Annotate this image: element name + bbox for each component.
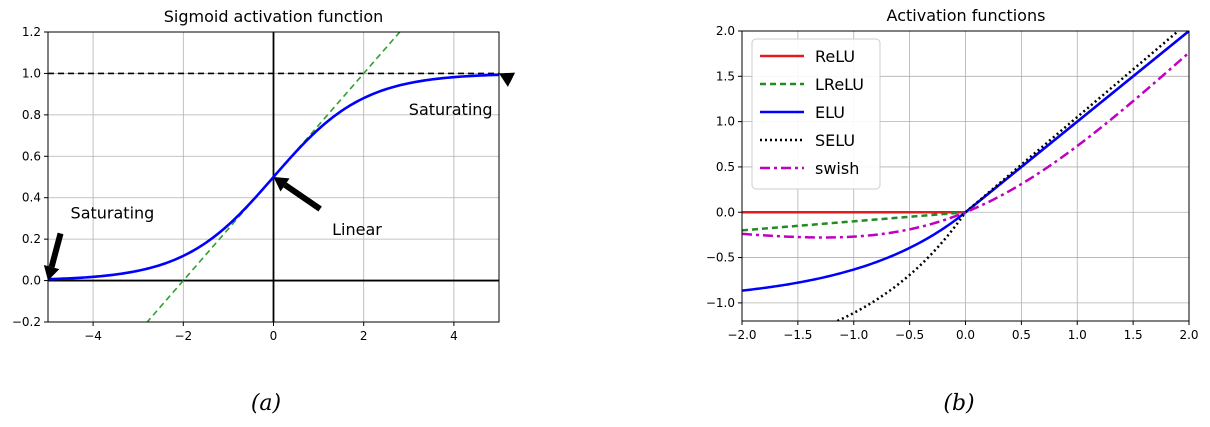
y-tick-label: 0.0 [22,274,41,288]
chart-b-plot-area [742,31,1189,321]
legend-label: ELU [815,103,845,122]
y-tick-label: 1.0 [716,115,735,129]
x-tick-label: −0.5 [895,328,924,342]
annotation-arrow-shaft [283,182,322,212]
sigmoid-chart: Sigmoid activation function −4 −2 0 2 4 −0.2 0… [12,7,516,343]
annotation-arrow-head [499,72,516,87]
x-tick-label: −2.0 [727,328,756,342]
chart-a-frame [47,31,500,323]
y-tick-label: −0.5 [706,251,735,265]
annotation-label: Saturating [409,100,493,119]
y-tick-label: 0.2 [22,232,41,246]
x-tick-label: 2 [360,329,368,343]
x-tick-label: −4 [84,329,102,343]
x-tick-label: 0.5 [1012,328,1031,342]
x-tick-label: 0.0 [956,328,975,342]
legend-label: SELU [815,131,855,150]
y-tick-label: 1.5 [716,69,735,83]
x-tick-label: −2 [174,329,192,343]
annotation-label: Saturating [71,203,155,222]
annotation-arrow-head [273,177,290,192]
legend-label: swish [815,159,859,178]
y-tick-label: 0.4 [22,191,41,205]
annotation-arrow-shaft [48,232,64,268]
x-tick-label: 1.5 [1124,328,1143,342]
caption-b: (b) [943,391,974,416]
y-tick-label: 0.5 [716,160,735,174]
annotation-label: Linear [332,220,382,239]
y-tick-label: −0.2 [12,315,41,329]
chart-b-title: Activation functions [887,6,1046,25]
x-tick-label: 2.0 [1179,328,1198,342]
y-tick-label: 0.0 [716,205,735,219]
x-tick-label: −1.5 [783,328,812,342]
legend-label: ReLU [815,47,855,66]
y-tick-label: 2.0 [716,24,735,38]
chart-a-annotations: Saturating Saturating Linear [43,72,516,281]
chart-b-ticks: −2.0 −1.5 −1.0 −0.5 0.0 0.5 1.0 1.5 2.0 −1.0 −0.5 0… [706,24,1199,342]
swish-line [742,51,1189,239]
y-tick-label: 0.8 [22,108,41,122]
legend-box [751,38,881,190]
x-tick-label: 1.0 [1068,328,1087,342]
x-tick-label: 0 [270,329,278,343]
chart-a-title: Sigmoid activation function [164,7,384,26]
y-tick-label: 0.6 [22,149,41,163]
chart-a-ticks: −4 −2 0 2 4 −0.2 0.0 0.2 0.4 0.6 0.8 1.0 1.2 [12,25,458,343]
caption-a: (a) [251,391,281,416]
activation-functions-chart: Activation functions −2.0 −1.5 −1.0 −0.5 0.0… [706,6,1199,342]
x-tick-label: 4 [450,329,458,343]
chart-b-legend: ReLU LReLU ELU SELU swish [751,38,881,190]
y-tick-label: 1.2 [22,25,41,39]
y-tick-label: 1.0 [22,66,41,80]
x-tick-label: −1.0 [839,328,868,342]
chart-b-frame [741,30,1190,322]
legend-label: LReLU [815,75,864,94]
y-tick-label: −1.0 [706,296,735,310]
